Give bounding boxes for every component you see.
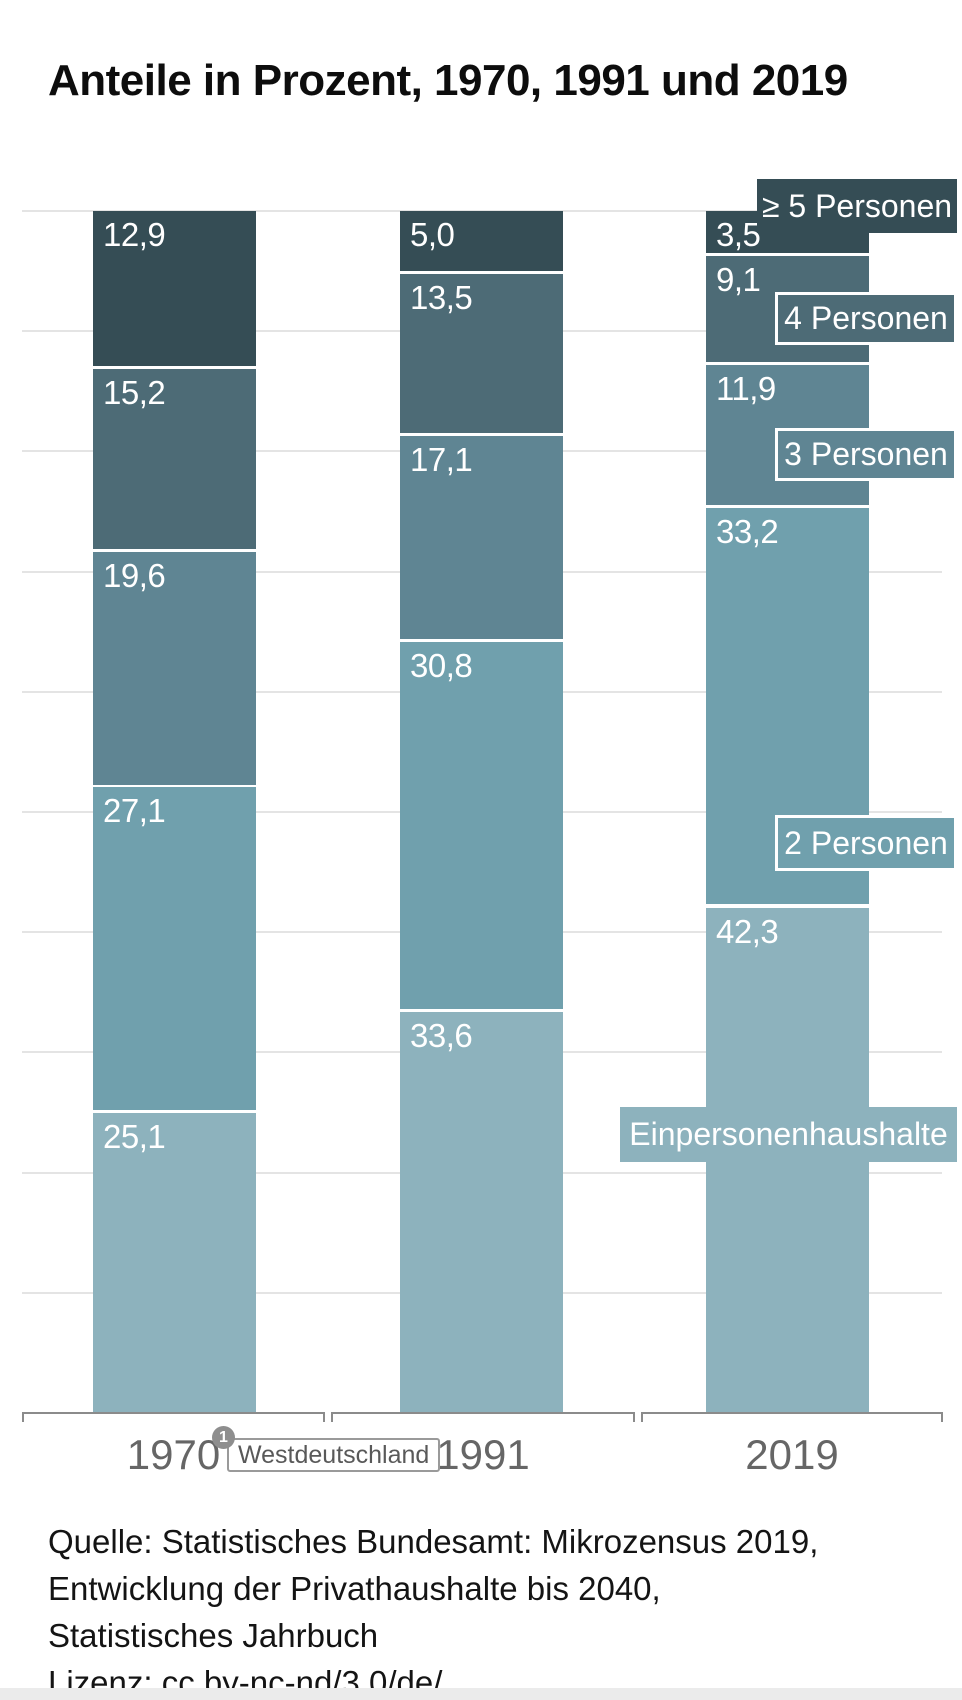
- source-line: Entwicklung der Privathaushalte bis 2040…: [48, 1570, 661, 1607]
- bar-segment: 30,8: [400, 642, 563, 1009]
- segment-value-label: 42,3: [716, 913, 779, 950]
- source-line: Statistisches Jahrbuch: [48, 1617, 379, 1654]
- segment-value-label: 19,6: [103, 557, 166, 594]
- source-block: Quelle: Statistisches Bundesamt: Mikroze…: [48, 1518, 818, 1700]
- axis-bracket-1970: [22, 1412, 325, 1422]
- series-label-3-personen: 3 Personen: [775, 428, 957, 481]
- series-label-5plus-personen: ≥ 5 Personen: [757, 179, 957, 233]
- segment-value-label: 33,6: [410, 1017, 473, 1054]
- segment-value-label: 12,9: [103, 216, 166, 253]
- source-line: Quelle: Statistisches Bundesamt: Mikroze…: [48, 1523, 819, 1560]
- bottom-divider: [0, 1688, 962, 1700]
- bar-segment: 5,0: [400, 211, 563, 271]
- bar-segment: 19,6: [93, 552, 256, 785]
- segment-value-label: 9,1: [716, 261, 761, 298]
- bar-segment: 25,1: [93, 1113, 256, 1412]
- footnote-westdeutschland: Westdeutschland: [227, 1438, 441, 1472]
- axis-label-1991: 1991: [436, 1431, 530, 1478]
- segment-value-label: 27,1: [103, 792, 166, 829]
- segment-value-label: 25,1: [103, 1118, 166, 1155]
- axis-label-1970: 1970: [126, 1431, 221, 1478]
- bar-segment: 33,6: [400, 1012, 563, 1413]
- segment-value-label: 33,2: [716, 513, 779, 550]
- axis-bracket-1991: [331, 1412, 635, 1422]
- bar-segment: 15,2: [93, 369, 256, 549]
- segment-value-label: 3,5: [716, 216, 761, 253]
- series-label-4-personen: 4 Personen: [775, 292, 957, 345]
- chart-title: Anteile in Prozent, 1970, 1991 und 2019: [48, 56, 848, 105]
- segment-value-label: 5,0: [410, 216, 455, 253]
- segment-value-label: 11,9: [716, 370, 776, 407]
- bar-segment: 13,5: [400, 274, 563, 433]
- bar-segment: 12,9: [93, 211, 256, 366]
- segment-value-label: 30,8: [410, 647, 473, 684]
- bar-segment: 17,1: [400, 436, 563, 639]
- segment-value-label: 17,1: [410, 441, 473, 478]
- segment-value-label: 13,5: [410, 279, 473, 316]
- segment-value-label: 15,2: [103, 374, 166, 411]
- footnote-marker-icon: 1: [212, 1426, 235, 1449]
- bar-segment: 27,1: [93, 787, 256, 1110]
- series-label-einpersonenhaushalte: Einpersonenhaushalte: [620, 1107, 957, 1162]
- series-label-2-personen: 2 Personen: [775, 815, 957, 871]
- axis-bracket-2019: [641, 1412, 943, 1422]
- axis-label-2019: 2019: [745, 1431, 839, 1478]
